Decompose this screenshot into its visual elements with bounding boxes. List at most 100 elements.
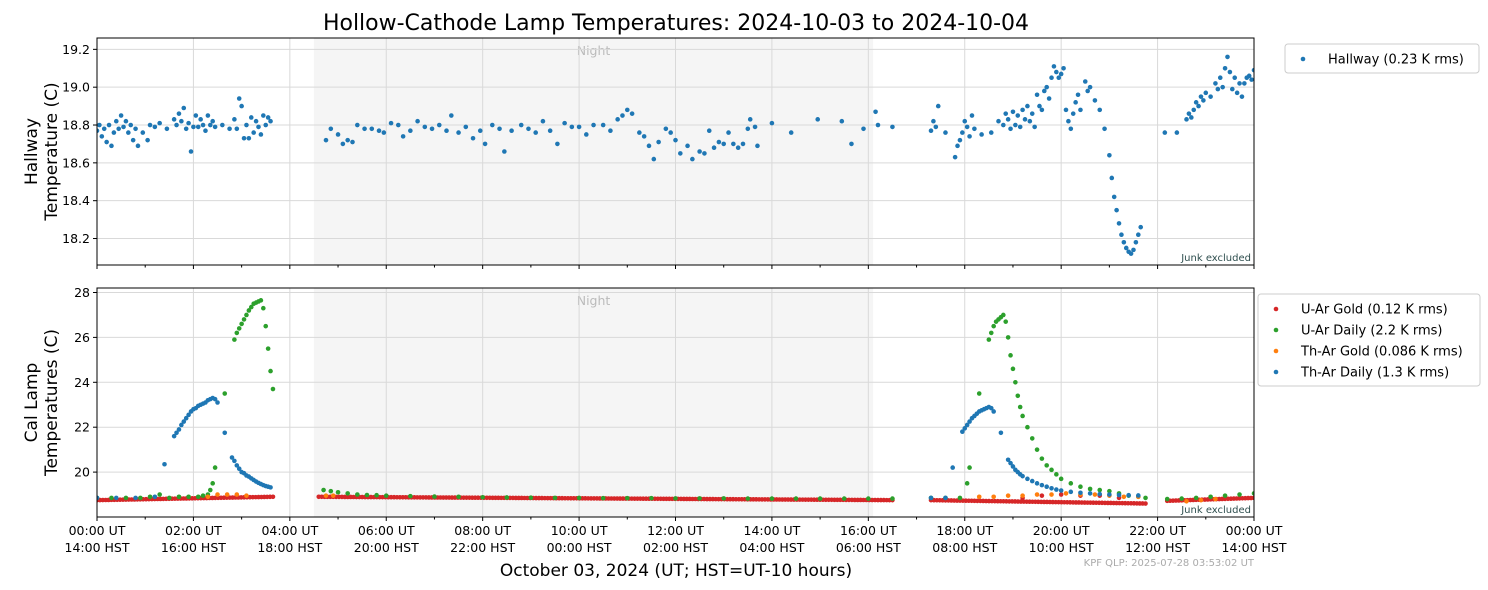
data-point [697,149,702,154]
data-point [207,122,213,128]
data-point [381,130,387,135]
data-point [1001,312,1006,318]
legend-label: U-Ar Daily (2.2 K rms) [1301,324,1442,339]
data-point [422,124,428,130]
x-tick-label-hst: 18:00 HST [257,540,322,555]
data-point [167,495,172,501]
data-point [241,317,247,322]
y-tick-label: 28 [74,285,90,300]
data-point [1078,484,1083,489]
data-point [268,485,273,490]
data-point [350,139,355,145]
data-point [1203,90,1209,96]
data-point [1049,492,1054,497]
data-point [1126,492,1131,498]
data-point [745,126,751,132]
data-point [203,128,208,133]
data-point [1008,353,1013,358]
data-point [1049,485,1054,491]
data-point [388,120,394,126]
junk-excluded-note: Junk excluded [1180,505,1251,516]
data-point [323,137,329,143]
data-point [1107,152,1112,158]
data-point [1020,493,1025,498]
data-point [176,427,182,432]
x-tick-label-hst: 22:00 HST [450,540,515,555]
data-point [663,126,669,132]
data-point [624,107,630,113]
data-point [1143,501,1148,506]
data-point [1246,73,1252,79]
qlp-timestamp: KPF QLP: 2025-07-28 03:53:02 UT [1084,558,1255,569]
data-point [436,122,442,128]
x-tick-label-hst: 02:00 HST [643,540,708,555]
data-point [376,128,382,133]
data-point [171,117,177,122]
data-point [731,141,736,147]
data-point [236,96,242,101]
data-point [183,126,189,132]
data-point [629,111,635,116]
data-point [1242,81,1247,86]
data-point [210,118,215,124]
data-point [960,130,965,135]
data-point [1208,494,1213,500]
data-point [1193,100,1199,105]
data-point [1005,493,1011,498]
data-point [972,126,977,132]
data-point [1054,472,1059,477]
data-point [1092,98,1098,103]
data-point [1022,117,1028,122]
legend-marker [1273,348,1279,354]
data-point [362,126,367,132]
data-point [1017,404,1023,410]
data-point [624,495,630,501]
data-point [615,117,620,122]
data-point [477,128,483,133]
x-tick-label-hst: 08:00 HST [932,540,997,555]
data-point [1049,75,1054,81]
data-point [1116,221,1122,226]
data-point [121,124,126,130]
data-point [552,495,558,501]
hallway-temperature-panel: Night 18.2 18.4 18.6 18.8 19.0 19.2 HallwayTemp… [22,37,1480,269]
data-point [258,298,264,303]
data-point [1013,122,1018,128]
data-point [113,118,119,124]
data-point [721,141,727,147]
data-point [207,487,213,493]
data-point [239,103,244,109]
legend-hallway: Hallway (0.23 K rms) [1284,43,1480,74]
data-point [220,122,225,128]
y-tick-label: 24 [74,375,90,390]
data-point [1041,88,1047,94]
data-point [1114,207,1119,213]
data-point [875,122,881,128]
data-point [518,122,524,128]
data-point [685,143,690,149]
legend-marker [1273,306,1279,312]
data-point [1133,240,1139,245]
data-point [429,126,435,132]
data-point [244,312,249,318]
data-point [1058,476,1064,482]
data-point [232,458,237,464]
data-point [533,130,538,135]
data-point [1198,94,1204,99]
data-point [1198,497,1204,503]
data-point [1237,81,1242,86]
data-point [988,130,994,135]
data-point [1049,467,1054,473]
data-point [1070,111,1076,116]
data-point [988,330,994,336]
data-point [1239,94,1245,99]
data-point [97,122,102,128]
data-point [673,137,678,143]
data-point [1217,75,1223,81]
data-point [345,137,350,143]
data-point [1025,476,1030,482]
y-axis-label: HallwayTemperature (C) [22,82,62,221]
data-point [408,128,413,133]
x-tick-label-ut: 22:00 UT [1129,523,1186,538]
data-point [1044,84,1050,90]
